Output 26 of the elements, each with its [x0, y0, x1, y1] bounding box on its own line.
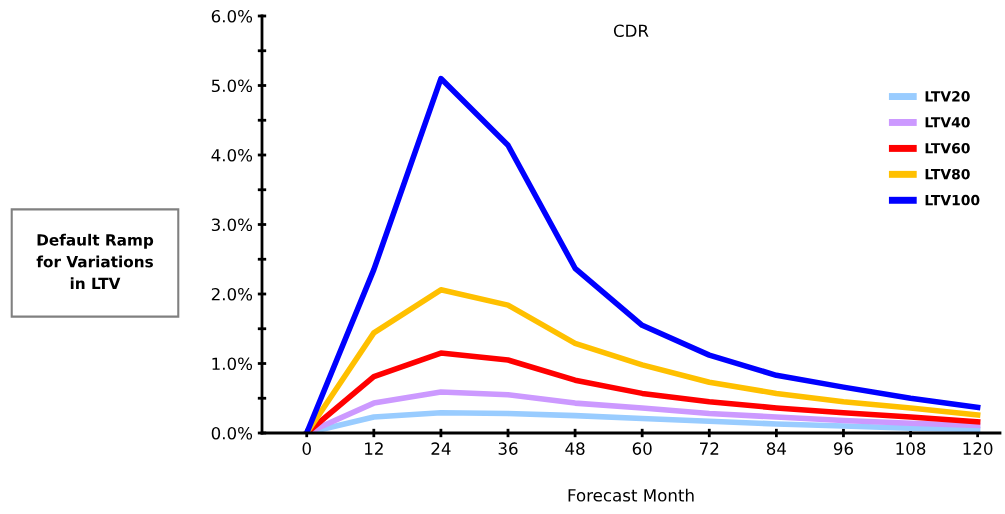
y-tick-label: 1.0% — [212, 357, 253, 371]
x-tick-label: 108 — [896, 442, 926, 455]
y-tick-label: 5.0% — [211, 79, 253, 93]
x-tick-label: 96 — [833, 442, 854, 455]
x-tick-label: 120 — [963, 442, 993, 455]
x-tick-label: 36 — [498, 442, 518, 455]
x-axis-title: Forecast Month — [568, 488, 694, 502]
x-tick-label: 60 — [632, 442, 652, 455]
y-tick-label: 6.0% — [211, 9, 253, 23]
legend-label: LTV60 — [925, 142, 970, 154]
x-tick-label: 84 — [766, 442, 787, 455]
x-tick-label: 72 — [700, 442, 719, 455]
y-tick-label: 3.0% — [211, 218, 253, 232]
x-tick-label: 0 — [302, 442, 311, 455]
legend-label: LTV40 — [925, 117, 970, 128]
x-tick-label: 48 — [565, 442, 585, 455]
legend-label: LTV20 — [925, 91, 970, 102]
y-tick-label: 2.0% — [211, 287, 253, 301]
legend-label: LTV100 — [925, 194, 980, 206]
chart-title: CDR — [613, 24, 649, 38]
text: Default Ramp for Variations in LTV — [36, 233, 154, 289]
y-tick-label: 0.0% — [211, 426, 253, 440]
y-tick-label: 4.0% — [211, 148, 253, 162]
x-tick-label: 12 — [365, 442, 383, 455]
legend-label: LTV80 — [925, 168, 970, 180]
x-tick-label: 24 — [431, 442, 451, 455]
